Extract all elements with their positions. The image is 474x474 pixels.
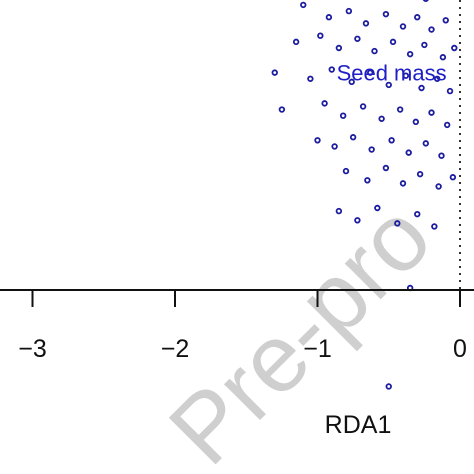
data-point [406,50,414,58]
trait-label: Seed mass [337,61,447,86]
data-point [428,26,435,33]
data-point [449,174,457,181]
data-point [364,177,371,184]
data-point [418,84,425,92]
data-point [439,54,447,61]
data-point [414,210,421,218]
data-point [317,32,324,39]
data-point [335,44,343,52]
data-point [371,47,378,55]
data-point [278,106,286,113]
data-point [325,14,333,21]
data-point [368,146,375,153]
data-point [399,180,407,187]
data-point [378,115,385,122]
data-point [428,109,435,116]
x-tick-label: −3 [18,335,47,363]
data-point [388,137,395,144]
site-points [271,0,458,390]
data-point [399,23,407,30]
data-point [422,0,429,2]
data-point [335,207,343,215]
data-point [374,204,381,212]
data-point [431,223,438,230]
data-point [405,149,412,156]
data-point [396,106,404,113]
data-point [307,75,314,82]
data-point [342,167,350,175]
watermark: Pre-pro [149,183,451,474]
data-point [339,112,347,119]
data-point [345,7,353,15]
x-tick-label: −1 [303,335,332,363]
data-point [389,38,397,46]
data-point [367,69,374,76]
data-point [402,72,410,79]
data-point [382,10,390,18]
data-point [328,66,335,73]
data-point [354,35,361,42]
data-point [412,118,420,126]
data-point [382,164,390,172]
data-point [271,69,278,76]
data-point [446,87,454,95]
data-point [422,140,429,147]
data-point [362,20,370,27]
data-point [416,170,424,178]
x-tick-label: −2 [161,335,190,363]
data-point [394,220,401,227]
data-point [451,44,458,52]
data-point [348,78,355,86]
trait-labels: Seed mass [337,61,447,86]
x-axis-ticks: −3 −2 −1 0 [18,290,467,363]
data-point [314,137,321,144]
data-point [321,100,328,107]
data-point [435,183,442,190]
data-point [292,38,300,46]
x-axis-title: RDA1 [325,411,392,439]
data-point [438,152,445,159]
data-point [385,81,392,89]
data-point [414,14,421,21]
data-point [359,103,367,110]
x-tick-label: 0 [453,335,467,363]
data-point [443,121,451,129]
data-point [300,1,307,9]
data-point [442,17,449,24]
data-point [385,383,392,390]
data-point [434,75,441,82]
data-point [331,143,338,150]
data-point [421,41,428,49]
data-point [349,134,357,141]
data-point [354,217,361,224]
